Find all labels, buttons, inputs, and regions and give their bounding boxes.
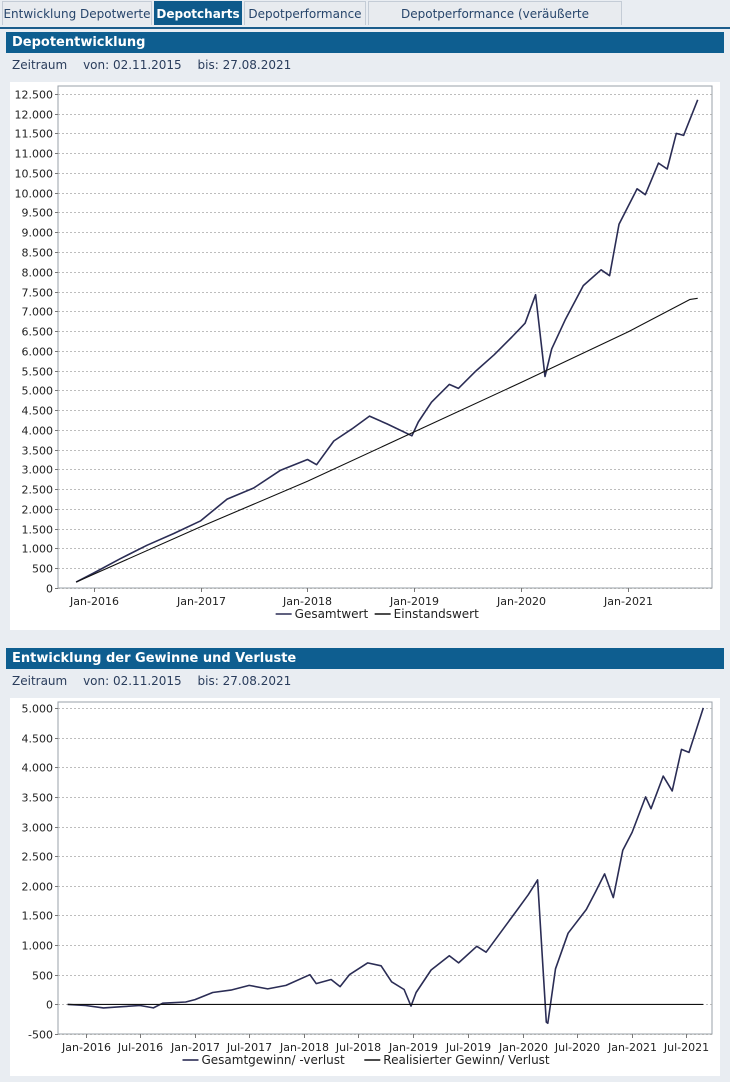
- y-tick-label: 1.500: [22, 910, 54, 923]
- x-tick-label: Jul-2019: [445, 1041, 491, 1054]
- legend-label: Einstandswert: [394, 607, 479, 621]
- legend-label: Gesamtwert: [295, 607, 369, 621]
- x-tick-label: Jan-2018: [279, 1041, 329, 1054]
- period-from: von: 02.11.2015: [83, 58, 182, 72]
- y-tick-label: 2.000: [22, 504, 54, 517]
- y-tick-label: 5.500: [22, 366, 54, 379]
- chart-depotentwicklung: 0 500 1.000 1.500 2.000 2.500 3.000 3.500 4.000 4…: [10, 82, 720, 630]
- x-tick-label: Jan-2016: [69, 595, 119, 608]
- series-line-secondary: [75, 297, 698, 583]
- x-tick-label: Jul-2016: [117, 1041, 163, 1054]
- y-tick-label: 7.000: [22, 306, 54, 319]
- y-tick-label: 5.000: [22, 385, 54, 398]
- tab-entwicklung-depotwerte[interactable]: Entwicklung Depotwerte: [2, 1, 152, 25]
- period-to: bis: 27.08.2021: [197, 674, 292, 688]
- y-tick-label: 9.500: [22, 207, 54, 220]
- x-tick-label: Jan-2021: [607, 1041, 657, 1054]
- y-tick-label: 11.500: [15, 128, 54, 141]
- x-tick-label: Jan-2018: [282, 595, 332, 608]
- x-tick-label: Jul-2018: [335, 1041, 381, 1054]
- y-tick-label: 2.500: [22, 851, 54, 864]
- y-tick-label: 500: [32, 970, 53, 983]
- period-to: bis: 27.08.2021: [197, 58, 292, 72]
- y-tick-label: 4.000: [22, 425, 54, 438]
- chart-svg-gewinne-verluste: -500 0 500 1.000 1.500 2.000 2.500 3.000 3.500 4.…: [22, 701, 713, 1067]
- period-from: von: 02.11.2015: [83, 674, 182, 688]
- y-tick-label: 8.000: [22, 267, 54, 280]
- x-tick-label: Jan-2019: [389, 595, 439, 608]
- y-tick-label: 4.500: [22, 733, 54, 746]
- tab-depotperformance[interactable]: Depotperformance: [244, 1, 366, 25]
- y-tick-label: 12.000: [15, 109, 54, 122]
- plot-area: [57, 85, 713, 589]
- chart-svg-depotentwicklung: 0 500 1.000 1.500 2.000 2.500 3.000 3.500 4.000 4…: [15, 85, 713, 621]
- y-tick-label: 5.000: [22, 703, 54, 716]
- y-tick-label: 1.500: [22, 524, 54, 537]
- y-tick-label: 3.500: [22, 445, 54, 458]
- y-tick-label: 3.000: [22, 464, 54, 477]
- y-tick-label: 4.000: [22, 762, 54, 775]
- x-tick-label: Jan-2017: [176, 595, 226, 608]
- x-tick-label: Jan-2017: [170, 1041, 220, 1054]
- y-tick-label: 0: [46, 583, 53, 596]
- y-tick-label: 1.000: [22, 543, 54, 556]
- x-tick-label: Jan-2019: [388, 1041, 438, 1054]
- x-tick-label: Jan-2016: [61, 1041, 111, 1054]
- y-tick-label: 1.000: [22, 940, 54, 953]
- period-label: Zeitraum: [12, 58, 68, 72]
- y-tick-label: 7.500: [22, 287, 54, 300]
- x-tick-label: Jan-2021: [603, 595, 653, 608]
- legend-label: Realisierter Gewinn/ Verlust: [383, 1053, 550, 1067]
- period-row: Zeitraum von: 02.11.2015 bis: 27.08.2021: [12, 58, 303, 72]
- y-tick-label: 2.500: [22, 484, 54, 497]
- plot-area: [57, 701, 713, 1035]
- tab-depotcharts[interactable]: Depotcharts: [154, 1, 242, 25]
- y-tick-label: 4.500: [22, 405, 54, 418]
- panel-title-gewinne-verluste: Entwicklung der Gewinne und Verluste: [6, 648, 724, 669]
- y-tick-label: 6.500: [22, 326, 54, 339]
- period-label: Zeitraum: [12, 674, 68, 688]
- period-row: Zeitraum von: 02.11.2015 bis: 27.08.2021: [12, 674, 303, 688]
- y-tick-label: 500: [32, 563, 53, 576]
- y-tick-label: 2.000: [22, 881, 54, 894]
- x-tick-label: Jul-2017: [226, 1041, 272, 1054]
- tab-bar: Entwicklung Depotwerte Depotcharts Depot…: [0, 0, 730, 45]
- y-tick-label: 6.000: [22, 346, 54, 359]
- y-tick-label: 12.500: [15, 89, 54, 102]
- series-line-primary: [75, 99, 699, 583]
- x-tick-label: Jul-2021: [663, 1041, 709, 1054]
- y-tick-label: 0: [46, 999, 53, 1012]
- y-tick-label: 9.000: [22, 227, 54, 240]
- legend-label: Gesamtgewinn/ -verlust: [202, 1053, 346, 1067]
- series-line-primary: [67, 707, 705, 1025]
- y-tick-label: 3.500: [22, 792, 54, 805]
- chart-gewinne-verluste: -500 0 500 1.000 1.500 2.000 2.500 3.000 3.500 4.…: [10, 698, 720, 1076]
- y-tick-label: 10.000: [15, 188, 54, 201]
- y-tick-label: 8.500: [22, 247, 54, 260]
- x-tick-label: Jan-2020: [496, 595, 546, 608]
- y-tick-label: 3.000: [22, 822, 54, 835]
- x-tick-label: Jul-2020: [554, 1041, 600, 1054]
- x-tick-label: Jan-2020: [498, 1041, 548, 1054]
- y-tick-label: 10.500: [15, 168, 54, 181]
- y-tick-label: -500: [28, 1029, 53, 1042]
- y-tick-label: 11.000: [15, 148, 54, 161]
- tab-depotperformance-veraeusserte[interactable]: Depotperformance (veräußerte Positionen): [368, 1, 622, 45]
- panel-title-depotentwicklung: Depotentwicklung: [6, 32, 724, 53]
